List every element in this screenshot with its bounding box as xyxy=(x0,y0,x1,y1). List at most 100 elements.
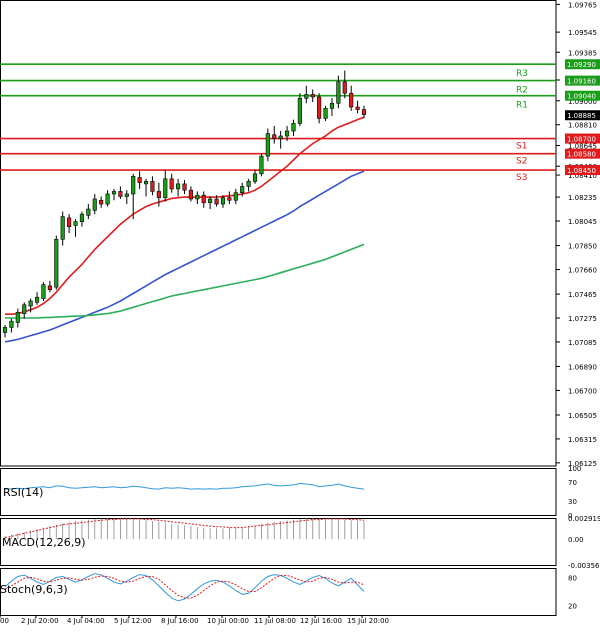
macd-scale-label: 0.002919 xyxy=(568,515,600,523)
time-tick-label: 8 Jul 16:00 xyxy=(161,617,199,625)
candle-up xyxy=(233,192,238,201)
candle-up xyxy=(176,183,181,190)
candle-down xyxy=(169,178,174,190)
price-tick-label: 1.06315 xyxy=(568,436,597,444)
stoch-d-line xyxy=(4,575,365,599)
level-price-box xyxy=(565,133,600,144)
price-tick-label: 1.08410 xyxy=(568,172,597,180)
current-price-box xyxy=(565,110,600,121)
macd-panel-frame xyxy=(0,518,557,566)
time-tick-label: 12 Jul 16:00 xyxy=(300,617,342,625)
price-tick-label: 1.07660 xyxy=(568,267,597,275)
candle-up xyxy=(111,191,117,195)
stoch-scale-label: 20 xyxy=(568,603,577,611)
time-tick-label: 11 Jul 08:00 xyxy=(254,617,296,625)
rsi-scale-label: 100 xyxy=(568,465,581,473)
time-tick-label: 15 Jul 20:00 xyxy=(347,617,389,625)
price-tick-label: 1.09765 xyxy=(568,1,597,9)
macd-signal-line xyxy=(4,518,365,539)
level-price-box xyxy=(565,148,600,159)
time-tick-label: 00 xyxy=(0,617,9,625)
macd-scale-label: 0.00 xyxy=(568,536,584,544)
candle-down xyxy=(214,198,219,205)
candle-up xyxy=(220,197,226,205)
candle-up xyxy=(285,130,290,137)
candle-down xyxy=(99,199,104,205)
candle-up xyxy=(92,198,97,211)
level-price-label: 1.09160 xyxy=(567,78,596,86)
candle-up xyxy=(15,312,20,323)
level-price-label: 1.08580 xyxy=(567,151,596,159)
rsi-line xyxy=(4,482,365,490)
candle-down xyxy=(355,106,360,110)
level-price-box xyxy=(565,75,600,86)
candle-up xyxy=(28,300,33,307)
level-name-s1: S1 xyxy=(516,142,527,152)
price-tick-label: 1.08810 xyxy=(568,122,597,130)
rsi-scale-label: 30 xyxy=(568,498,577,506)
candle-up xyxy=(131,176,136,195)
level-price-label: 1.09290 xyxy=(567,61,596,69)
stoch-k-line xyxy=(4,573,365,602)
candle-up xyxy=(304,94,309,99)
candle-down xyxy=(188,189,193,200)
stoch-panel-frame xyxy=(0,568,557,616)
rsi-label: RSI(14) xyxy=(3,486,43,499)
time-tick-label: 5 Jul 12:00 xyxy=(114,617,152,625)
candle-up xyxy=(2,327,8,333)
candle-down xyxy=(317,96,322,119)
level-price-box xyxy=(565,59,600,70)
price-tick-label: 1.06700 xyxy=(568,387,597,395)
macd-scale-label: -0.00356 xyxy=(568,562,600,570)
candle-down xyxy=(47,285,52,290)
moving-average-line-2 xyxy=(4,170,365,343)
candle-up xyxy=(265,133,270,157)
macd-label: MACD(12,26,9) xyxy=(2,536,86,549)
price-tick-label: 1.07850 xyxy=(568,243,597,251)
main-panel-frame xyxy=(0,0,557,467)
price-tick-label: 1.09545 xyxy=(568,29,597,37)
candle-up xyxy=(208,198,213,204)
candle-down xyxy=(227,197,232,201)
level-name-r1: R1 xyxy=(516,101,528,111)
candle-up xyxy=(34,296,40,303)
candle-up xyxy=(86,208,91,216)
candle-up xyxy=(329,102,335,109)
candle-down xyxy=(182,183,187,191)
candle-up xyxy=(79,213,84,222)
level-name-s3: S3 xyxy=(516,173,527,183)
price-tick-label: 1.07085 xyxy=(568,339,597,347)
candle-down xyxy=(272,134,277,139)
price-tick-label: 1.06125 xyxy=(568,460,597,468)
candle-up xyxy=(105,193,110,205)
time-tick-label: 4 Jul 04:00 xyxy=(67,617,105,625)
price-tick-label: 1.08045 xyxy=(568,218,597,226)
candle-up xyxy=(163,178,168,199)
candle-up xyxy=(60,216,65,240)
stoch-label: Stoch(9,6,3) xyxy=(0,583,68,596)
candle-up xyxy=(9,320,14,328)
level-name-r2: R2 xyxy=(516,86,528,96)
candle-up xyxy=(143,181,149,185)
candle-down xyxy=(310,94,315,98)
moving-average-line-3 xyxy=(5,243,365,319)
candle-down xyxy=(156,191,161,199)
time-tick-label: 2 Jul 20:00 xyxy=(21,617,59,625)
price-tick-label: 1.07275 xyxy=(568,315,597,323)
moving-average-line-1 xyxy=(5,116,365,315)
current-price-label: 1.08885 xyxy=(567,112,596,120)
price-tick-label: 1.08645 xyxy=(568,142,597,150)
level-name-r3: R3 xyxy=(516,69,528,79)
level-price-label: 1.09040 xyxy=(567,93,596,101)
candle-down xyxy=(67,217,72,228)
stoch-scale-label: 80 xyxy=(568,574,577,582)
price-tick-label: 1.07465 xyxy=(568,291,597,299)
candle-up xyxy=(124,193,129,197)
candle-up xyxy=(195,194,200,200)
candle-down xyxy=(150,181,155,192)
candle-up xyxy=(291,123,296,132)
price-tick-label: 1.09000 xyxy=(568,98,597,106)
price-tick-label: 1.08235 xyxy=(568,194,597,202)
